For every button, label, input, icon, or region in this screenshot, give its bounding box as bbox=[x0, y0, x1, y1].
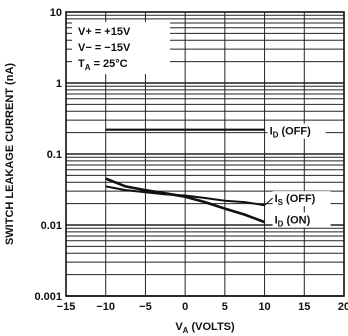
series-label: ID (ON) bbox=[275, 214, 311, 228]
x-tick-label: 10 bbox=[258, 301, 270, 313]
y-tick-label: 0.001 bbox=[34, 291, 62, 303]
x-tick-label: −15 bbox=[57, 301, 76, 313]
conditions-background bbox=[72, 22, 170, 74]
x-tick-label: −10 bbox=[96, 301, 115, 313]
series-label-background bbox=[272, 212, 331, 228]
curves bbox=[105, 128, 266, 224]
y-axis-title: SWITCH LEAKAGE CURRENT (nA) bbox=[4, 63, 16, 245]
x-tick-label: 20 bbox=[338, 301, 348, 313]
x-tick-label: 0 bbox=[182, 301, 188, 313]
condition-line: V− = −15V bbox=[78, 42, 131, 54]
x-tick-label: −5 bbox=[139, 301, 152, 313]
x-tick-label: 15 bbox=[298, 301, 310, 313]
y-tick-label: 0.01 bbox=[41, 220, 62, 232]
x-tick-label: 5 bbox=[222, 301, 228, 313]
y-tick-label: 0.1 bbox=[47, 149, 62, 161]
condition-line: TA = 25°C bbox=[78, 58, 128, 72]
grid bbox=[66, 12, 344, 297]
x-axis-title: VA (VOLTS) bbox=[175, 321, 235, 335]
series-leader bbox=[264, 197, 273, 206]
series-label-background bbox=[272, 191, 331, 207]
y-tick-label: 10 bbox=[50, 7, 62, 19]
series-line bbox=[105, 177, 266, 224]
series-labels: ID (OFF) IS (OFF) ID (ON) bbox=[264, 123, 331, 228]
series-label: ID (OFF) bbox=[270, 126, 312, 140]
conditions-block: V+ = +15V V− = −15V TA = 25°C bbox=[72, 22, 170, 74]
series-label: IS (OFF) bbox=[275, 193, 316, 207]
plot-frame bbox=[65, 11, 345, 297]
x-tick-labels: −15 −10 −5 0 5 10 15 20 bbox=[57, 301, 348, 313]
y-tick-label: 1 bbox=[56, 78, 62, 90]
condition-line: V+ = +15V bbox=[78, 26, 131, 38]
y-tick-labels: 10 1 0.1 0.01 0.001 bbox=[34, 7, 62, 303]
series-label-background bbox=[267, 123, 326, 139]
